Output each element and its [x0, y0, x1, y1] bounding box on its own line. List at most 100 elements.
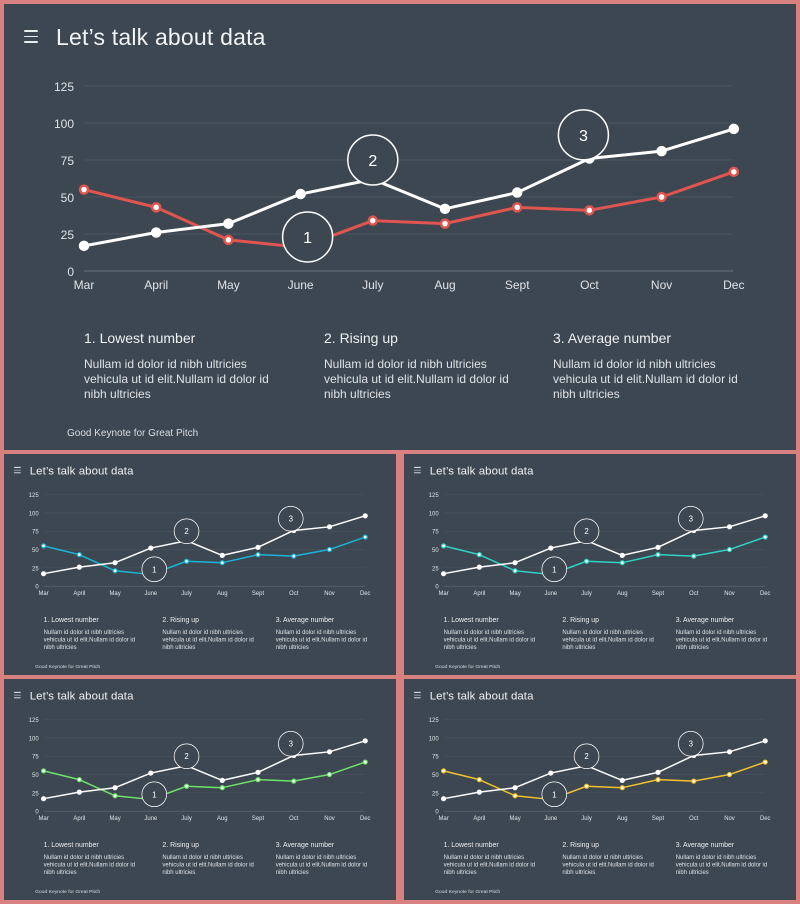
data-point: [548, 770, 554, 776]
data-point: [112, 793, 118, 799]
y-tick-label: 125: [429, 493, 440, 499]
slide-4[interactable]: Let’s talk about data 0 25 50 75 100 125 Mar Ap…: [4, 679, 396, 900]
note-3: 3. Average number Nullam id dolor id nib…: [553, 330, 753, 402]
data-point: [40, 768, 47, 774]
x-tick-label: Oct: [289, 816, 299, 822]
y-tick-label: 0: [35, 585, 39, 591]
data-point: [223, 218, 234, 229]
data-point: [656, 145, 667, 157]
data-point: [762, 738, 768, 744]
data-point: [255, 769, 261, 775]
series-line: [83, 170, 735, 249]
annotation-2: 2: [173, 518, 200, 544]
annotation-label: 1: [552, 565, 557, 574]
note-heading: 2. Rising up: [562, 840, 599, 849]
data-point: [476, 564, 482, 570]
data-point: [326, 771, 333, 778]
series-line: [43, 740, 366, 800]
y-tick-label: 50: [32, 548, 39, 554]
menu-icon[interactable]: [413, 691, 421, 699]
note-1: 1. Lowest number Nullam id dolor id nibh…: [44, 615, 143, 651]
x-tick-label: Dec: [760, 591, 771, 597]
annotation-circle: [557, 109, 610, 161]
note-1: 1. Lowest number Nullam id dolor id nibh…: [84, 330, 284, 402]
y-tick-label: 75: [32, 755, 39, 761]
y-tick-label: 25: [32, 566, 39, 572]
data-point: [476, 552, 482, 558]
data-point: [548, 545, 554, 551]
x-tick-label: Dec: [760, 816, 771, 822]
x-tick-label: July: [362, 278, 383, 292]
y-tick-label: 0: [35, 810, 39, 816]
note-3: 3. Average number Nullam id dolor id nib…: [276, 840, 375, 876]
slide-2[interactable]: Let’s talk about data 0 25 50 75 100 125 Mar Ap…: [4, 454, 396, 675]
data-point: [440, 796, 447, 802]
x-tick-label: Oct: [689, 591, 699, 597]
annotation-circle: [141, 556, 168, 583]
data-point: [440, 768, 447, 774]
annotation-circle: [173, 743, 200, 769]
data-point: [655, 552, 661, 558]
data-point: [150, 227, 162, 238]
x-tick-label: May: [509, 816, 520, 822]
annotation-label: 3: [289, 740, 294, 749]
data-point: [219, 777, 225, 783]
annotation-label: 3: [289, 515, 294, 524]
annotation-circle: [141, 781, 168, 808]
x-tick-label: June: [544, 591, 558, 597]
data-point: [219, 560, 225, 566]
line-chart: 0 25 50 75 100 125 Mar April May June July Aug Sept O…: [429, 493, 771, 597]
x-tick-label: May: [509, 591, 520, 597]
data-point: [255, 544, 261, 550]
menu-icon[interactable]: [413, 466, 421, 474]
slide-content: Let’s talk about data 0 25 50 75 100 125 Mar Ap…: [404, 679, 796, 900]
note-body: Nullam id dolor id nibh ultricies vehicu…: [275, 853, 368, 876]
annotation-label: 2: [368, 153, 377, 170]
x-tick-label: July: [581, 591, 592, 597]
note-heading: 3. Average number: [275, 840, 335, 849]
slide-5[interactable]: Let’s talk about data 0 25 50 75 100 125 Mar Ap…: [404, 679, 796, 900]
x-tick-label: Oct: [289, 591, 299, 597]
y-tick-label: 100: [429, 736, 440, 742]
y-tick-label: 100: [29, 511, 40, 517]
x-tick-label: Aug: [617, 816, 628, 822]
x-tick-label: April: [473, 591, 485, 597]
menu-icon[interactable]: [24, 30, 38, 43]
x-tick-label: Dec: [360, 591, 371, 597]
menu-icon[interactable]: [13, 466, 21, 474]
slide-title: Let’s talk about data: [429, 463, 534, 477]
data-point: [255, 777, 261, 783]
x-tick-label: June: [288, 278, 314, 292]
y-tick-label: 75: [432, 755, 439, 761]
data-point: [223, 234, 234, 246]
data-point: [619, 777, 625, 783]
slide-1: Let’s talk about data 0 25 50 75 100 125 Mar Ap…: [4, 4, 796, 450]
menu-icon[interactable]: [13, 691, 21, 699]
data-point: [762, 513, 768, 519]
data-point: [40, 571, 47, 577]
annotation-3: 3: [278, 731, 304, 757]
line-chart: 0 25 50 75 100 125 Mar April May June July Aug Sept O…: [54, 80, 745, 292]
line-chart: 0 25 50 75 100 125 Mar April May June July Aug Sept O…: [429, 718, 771, 822]
x-tick-label: May: [217, 278, 240, 292]
annotation-2: 2: [573, 743, 600, 769]
x-tick-label: April: [73, 816, 85, 822]
data-point: [326, 546, 333, 553]
x-tick-label: Sept: [652, 591, 665, 597]
note-1: 1. Lowest number Nullam id dolor id nibh…: [44, 840, 143, 876]
notes-section: 1. Lowest number Nullam id dolor id nibh…: [404, 454, 796, 675]
slide-3[interactable]: Let’s talk about data 0 25 50 75 100 125 Mar Ap…: [404, 454, 796, 675]
data-point: [362, 534, 368, 540]
annotation-label: 3: [689, 740, 694, 749]
data-point: [726, 771, 733, 778]
note-2: 2. Rising up Nullam id dolor id nibh ult…: [162, 615, 261, 651]
footer-text: Good Keynote for Great Pitch: [35, 888, 101, 895]
annotation-1: 1: [141, 556, 168, 583]
data-point: [76, 777, 82, 783]
annotation-1: 1: [541, 556, 568, 583]
annotation-circle: [347, 134, 399, 186]
data-point: [655, 769, 661, 775]
data-point: [40, 543, 47, 549]
data-point: [655, 544, 661, 550]
slide-content: Let’s talk about data 0 25 50 75 100 125 Mar Ap…: [4, 679, 396, 900]
